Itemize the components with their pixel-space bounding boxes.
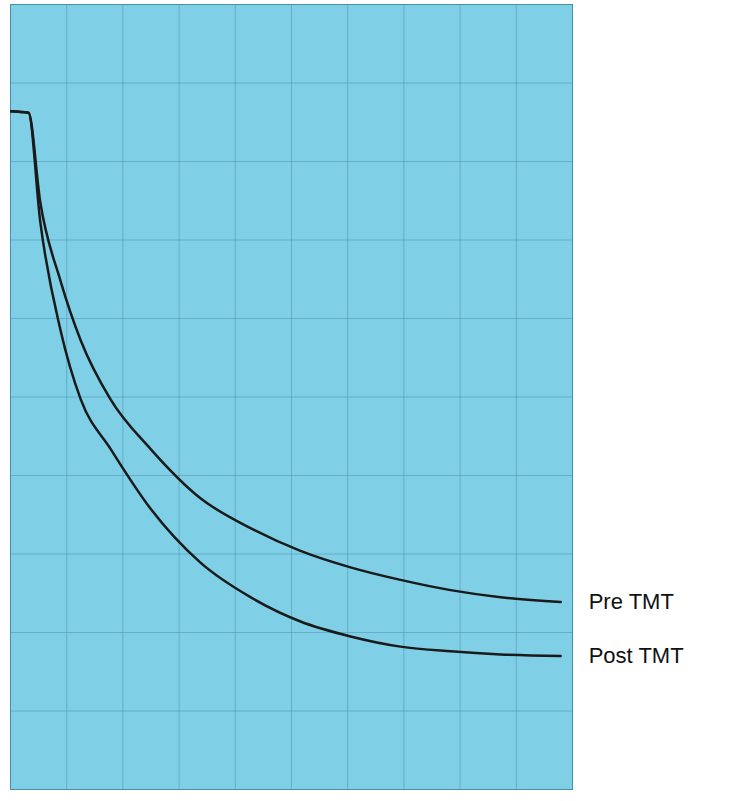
svg-text:Post TMT: Post TMT (589, 643, 684, 668)
svg-text:Pre TMT: Pre TMT (589, 589, 674, 614)
